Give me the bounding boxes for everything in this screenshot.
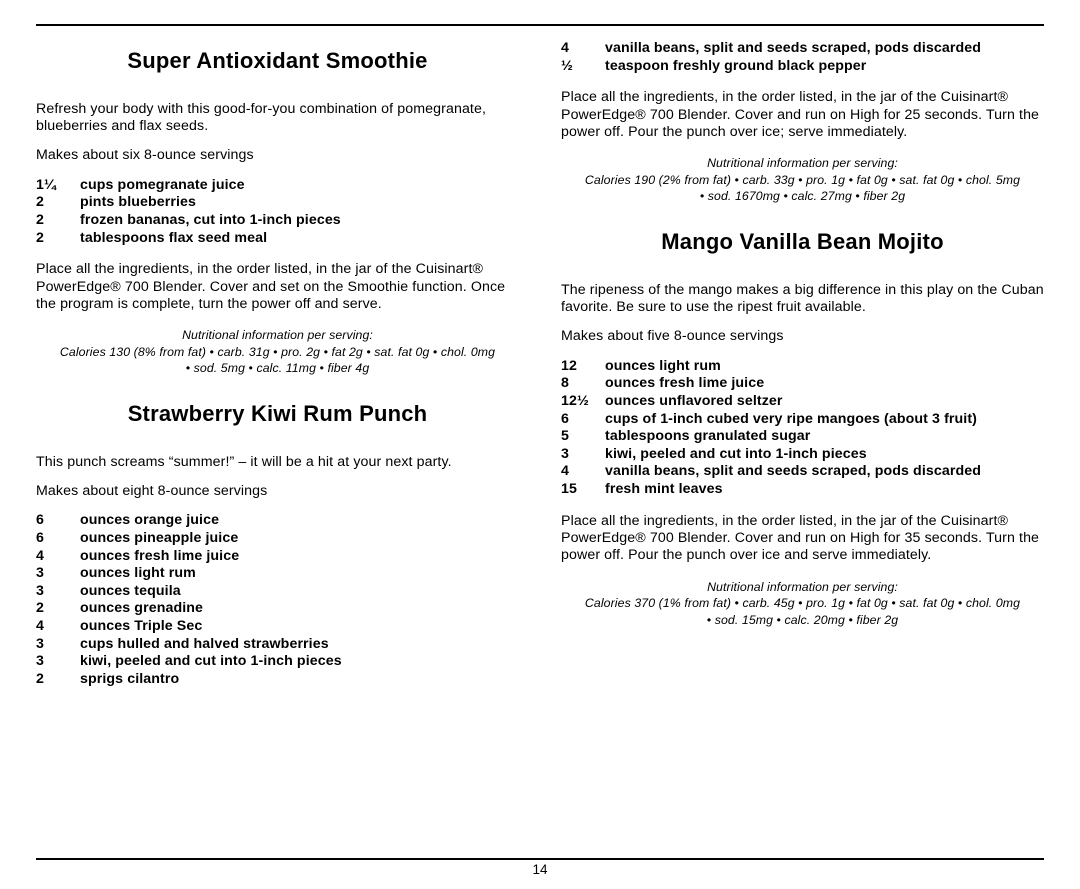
ingredient-row: 4vanilla beans, split and seeds scraped,…	[561, 40, 981, 58]
recipe-1-ingredients: 1¼cups pomegranate juice 2pints blueberr…	[36, 177, 341, 247]
ingredient-row: 2frozen bananas, cut into 1-inch pieces	[36, 212, 341, 230]
recipe-3-directions: Place all the ingredients, in the order …	[561, 513, 1044, 565]
recipe-2-ingredients-cont: 4vanilla beans, split and seeds scraped,…	[561, 40, 981, 75]
ingredient-row: 2sprigs cilantro	[36, 671, 342, 689]
recipe-3-yield: Makes about five 8-ounce servings	[561, 328, 1044, 345]
ingredient-row: 2tablespoons flax seed meal	[36, 230, 341, 248]
recipe-2-nutrition: Nutritional information per serving: Cal…	[567, 155, 1038, 205]
nutri-label: Nutritional information per serving:	[567, 155, 1038, 172]
left-column: Super Antioxidant Smoothie Refresh your …	[36, 38, 519, 852]
ingredient-row: 1¼cups pomegranate juice	[36, 177, 341, 195]
recipe-3-title: Mango Vanilla Bean Mojito	[561, 229, 1044, 256]
ingredient-row: 3kiwi, peeled and cut into 1-inch pieces	[36, 653, 342, 671]
ingredient-row: 6cups of 1-inch cubed very ripe mangoes …	[561, 411, 981, 429]
ingredient-row: 6ounces orange juice	[36, 512, 342, 530]
recipe-2-yield: Makes about eight 8-ounce servings	[36, 483, 519, 500]
ingredient-row: 6ounces pineapple juice	[36, 530, 342, 548]
recipe-1-yield: Makes about six 8-ounce servings	[36, 147, 519, 164]
ingredient-row: 8ounces fresh lime juice	[561, 375, 981, 393]
ingredient-row: 3cups hulled and halved strawberries	[36, 636, 342, 654]
recipe-1-directions: Place all the ingredients, in the order …	[36, 261, 519, 313]
nutri-line: Calories 370 (1% from fat) • carb. 45g •…	[567, 595, 1038, 612]
ingredient-row: 2pints blueberries	[36, 194, 341, 212]
ingredient-row: 5tablespoons granulated sugar	[561, 428, 981, 446]
page-number: 14	[36, 862, 1044, 877]
ingredient-row: 3ounces light rum	[36, 565, 342, 583]
recipe-2-directions: Place all the ingredients, in the order …	[561, 89, 1044, 141]
ingredient-row: 12½ounces unflavored seltzer	[561, 393, 981, 411]
columns: Super Antioxidant Smoothie Refresh your …	[36, 38, 1044, 852]
recipe-2-title: Strawberry Kiwi Rum Punch	[36, 401, 519, 428]
nutri-line: • sod. 15mg • calc. 20mg • fiber 2g	[567, 612, 1038, 629]
nutri-line: • sod. 1670mg • calc. 27mg • fiber 2g	[567, 188, 1038, 205]
ingredient-row: 2ounces grenadine	[36, 600, 342, 618]
ingredient-row: 3kiwi, peeled and cut into 1-inch pieces	[561, 446, 981, 464]
recipe-3-nutrition: Nutritional information per serving: Cal…	[567, 579, 1038, 629]
ingredient-row: 15fresh mint leaves	[561, 481, 981, 499]
recipe-3-ingredients: 12ounces light rum 8ounces fresh lime ju…	[561, 358, 981, 499]
nutri-label: Nutritional information per serving:	[42, 327, 513, 344]
recipe-1-nutrition: Nutritional information per serving: Cal…	[42, 327, 513, 377]
nutri-line: Calories 130 (8% from fat) • carb. 31g •…	[42, 344, 513, 361]
recipe-2-ingredients: 6ounces orange juice 6ounces pineapple j…	[36, 512, 342, 688]
ingredient-row: ½teaspoon freshly ground black pepper	[561, 58, 981, 76]
recipe-1-title: Super Antioxidant Smoothie	[36, 48, 519, 75]
nutri-line: Calories 190 (2% from fat) • carb. 33g •…	[567, 172, 1038, 189]
ingredient-row: 4vanilla beans, split and seeds scraped,…	[561, 463, 981, 481]
ingredient-row: 3ounces tequila	[36, 583, 342, 601]
ingredient-row: 4ounces fresh lime juice	[36, 548, 342, 566]
nutri-label: Nutritional information per serving:	[567, 579, 1038, 596]
page-frame: Super Antioxidant Smoothie Refresh your …	[36, 24, 1044, 860]
right-column: 4vanilla beans, split and seeds scraped,…	[561, 38, 1044, 852]
ingredient-row: 12ounces light rum	[561, 358, 981, 376]
nutri-line: • sod. 5mg • calc. 11mg • fiber 4g	[42, 360, 513, 377]
recipe-3-intro: The ripeness of the mango makes a big di…	[561, 282, 1044, 317]
recipe-2-intro: This punch screams “summer!” – it will b…	[36, 454, 519, 471]
recipe-1-intro: Refresh your body with this good-for-you…	[36, 101, 519, 136]
ingredient-row: 4ounces Triple Sec	[36, 618, 342, 636]
